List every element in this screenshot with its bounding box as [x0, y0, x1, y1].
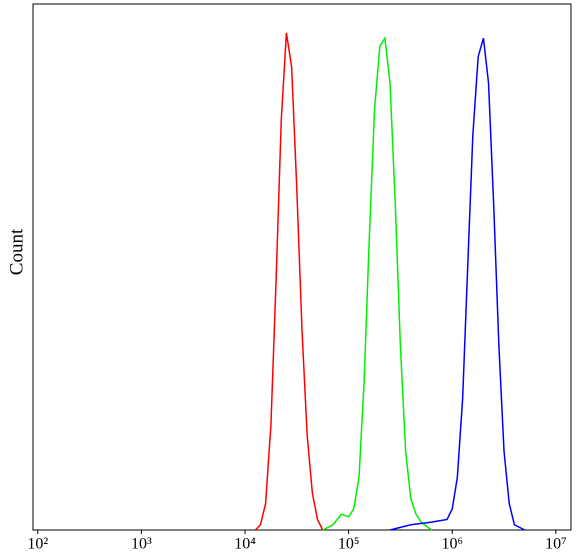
x-tick-label: 10⁵	[338, 536, 360, 553]
plot-frame	[32, 3, 572, 531]
histogram-line	[322, 36, 432, 531]
y-axis-label: Count	[6, 228, 27, 275]
x-tick-label: 10²	[27, 536, 48, 553]
histogram-line	[389, 37, 526, 531]
x-tick-label: 10³	[131, 536, 152, 553]
x-tick-label: 10⁷	[545, 536, 567, 553]
x-tick-label: 10⁴	[234, 536, 256, 553]
x-tick-label: 10⁶	[441, 536, 463, 553]
histogram-line	[254, 32, 324, 531]
